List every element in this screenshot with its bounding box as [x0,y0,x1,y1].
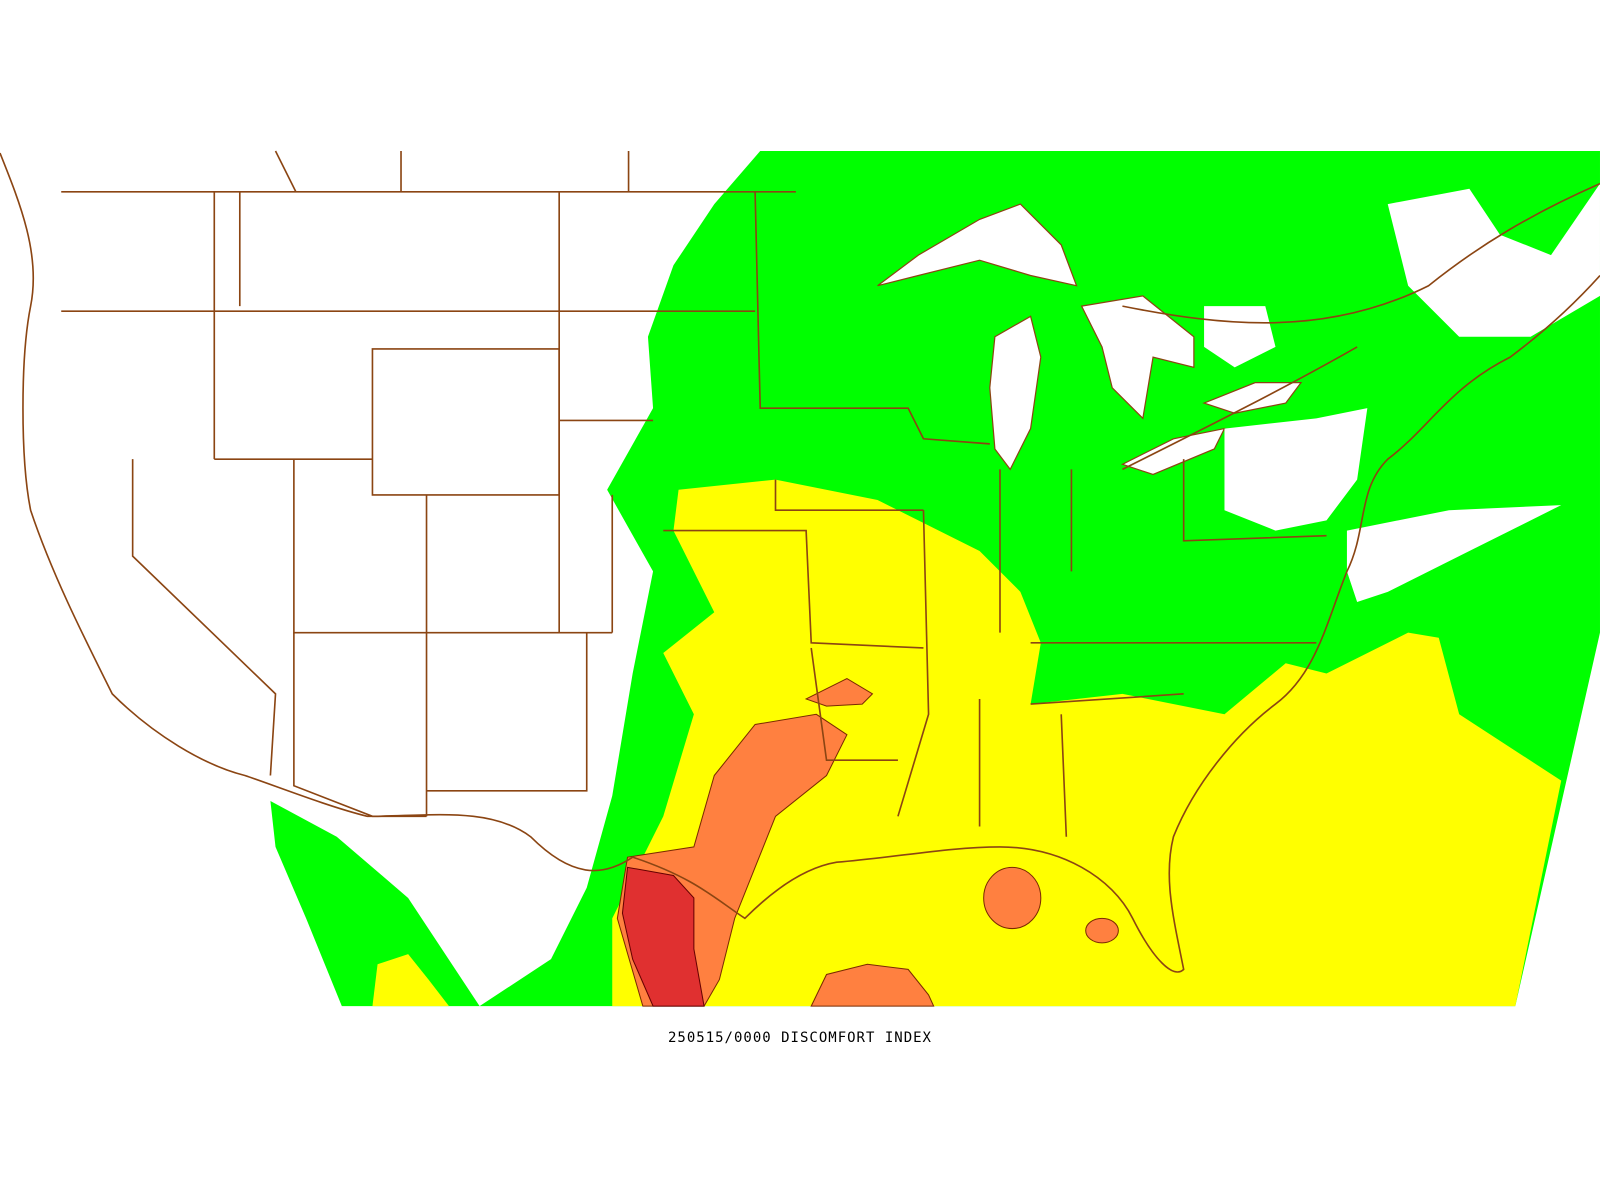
zone-yellow-mexico [372,954,449,1007]
zone-orange-gulf2 [1085,917,1119,944]
caption: 250515/0000 DISCOMFORT INDEX [667,1030,932,1046]
map-layers [0,150,1600,1007]
borders [0,150,1600,973]
lake-superior [877,203,1078,287]
zone-green-mexico [270,801,480,1007]
zone-orange-gulf [983,866,1042,930]
white-quebec [1387,151,1600,337]
white-northeast [1224,408,1368,531]
lake-huron [1080,295,1195,420]
zone-orange-ark [804,677,874,707]
white-atlantic [1346,505,1562,603]
lake-erie [1120,427,1226,476]
lake-michigan [989,315,1042,471]
zone-yellow [612,479,1562,1007]
zone-orange-south [810,963,935,1007]
zone-red [621,866,705,1007]
